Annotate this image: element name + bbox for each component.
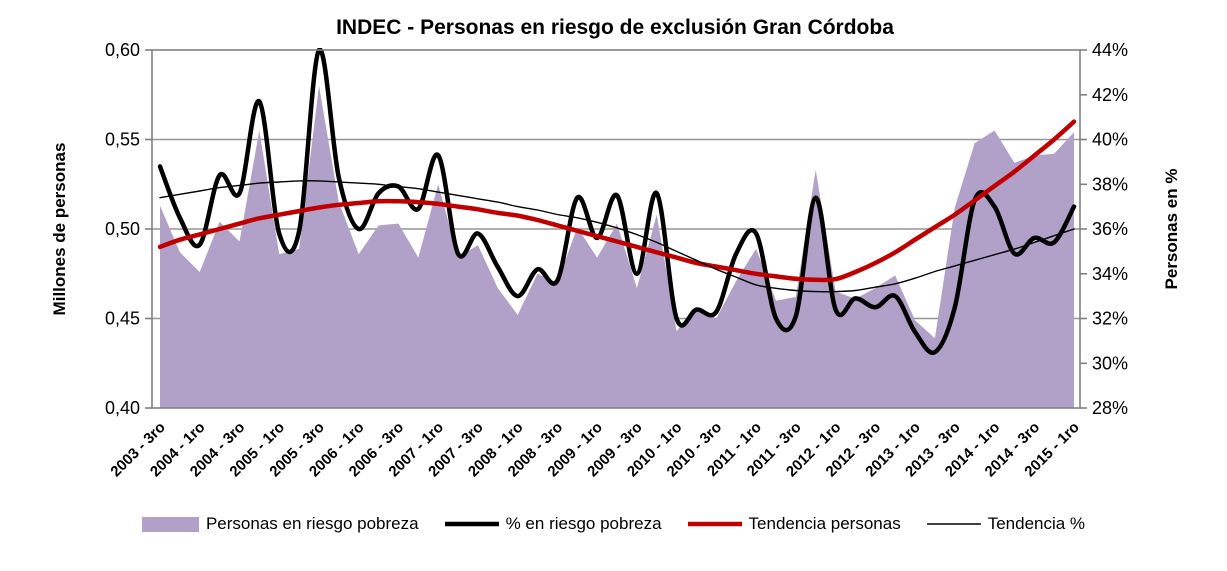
y-tick-label-right: 38%	[1092, 174, 1128, 194]
y-tick-label-right: 28%	[1092, 398, 1128, 418]
legend-label-personas: Personas en riesgo pobreza	[205, 514, 419, 533]
series-personas-en-riesgo-pobreza	[160, 85, 1074, 409]
legend-label-tendencia-pct: Tendencia %	[987, 514, 1086, 533]
thick-red-line-icon	[687, 521, 742, 527]
y-tick-label-right: 30%	[1092, 353, 1128, 373]
y-tick-label-right: 40%	[1092, 130, 1128, 150]
y-tick-label-left: 0,50	[105, 219, 140, 239]
thick-black-line-icon	[444, 521, 499, 527]
y-axis-title-right: Personas en %	[1162, 168, 1181, 290]
y-tick-label-left: 0,40	[105, 398, 140, 418]
thin-black-line-icon	[926, 523, 981, 525]
y-tick-label-right: 32%	[1092, 309, 1128, 329]
y-tick-label-right: 34%	[1092, 264, 1128, 284]
legend-label-tendencia-personas: Tendencia personas	[748, 514, 901, 533]
legend-item-tendencia-personas: Tendencia personas	[687, 514, 901, 534]
series-tendencia-personas	[157, 119, 1077, 283]
chart-title: INDEC - Personas en riesgo de exclusión …	[336, 16, 894, 39]
y-tick-label-right: 44%	[1092, 40, 1128, 60]
area-swatch-icon	[141, 516, 199, 532]
legend-item-pct: % en riesgo pobreza	[444, 514, 662, 534]
y-tick-label-right: 42%	[1092, 85, 1128, 105]
y-tick-label-left: 0,45	[105, 309, 140, 329]
y-tick-label-left: 0,55	[105, 130, 140, 150]
legend-item-tendencia-pct: Tendencia %	[926, 514, 1086, 534]
series-tendencia	[159, 180, 1075, 293]
y-axis-title-left: Millones de personas	[50, 142, 69, 316]
legend-label-pct: % en riesgo pobreza	[505, 514, 662, 533]
series-en-riesgo-pobreza	[157, 48, 1077, 355]
legend: Personas en riesgo pobreza % en riesgo p…	[0, 514, 1227, 534]
legend-item-personas: Personas en riesgo pobreza	[141, 514, 419, 534]
y-tick-label-left: 0,60	[105, 40, 140, 60]
y-tick-label-right: 36%	[1092, 219, 1128, 239]
